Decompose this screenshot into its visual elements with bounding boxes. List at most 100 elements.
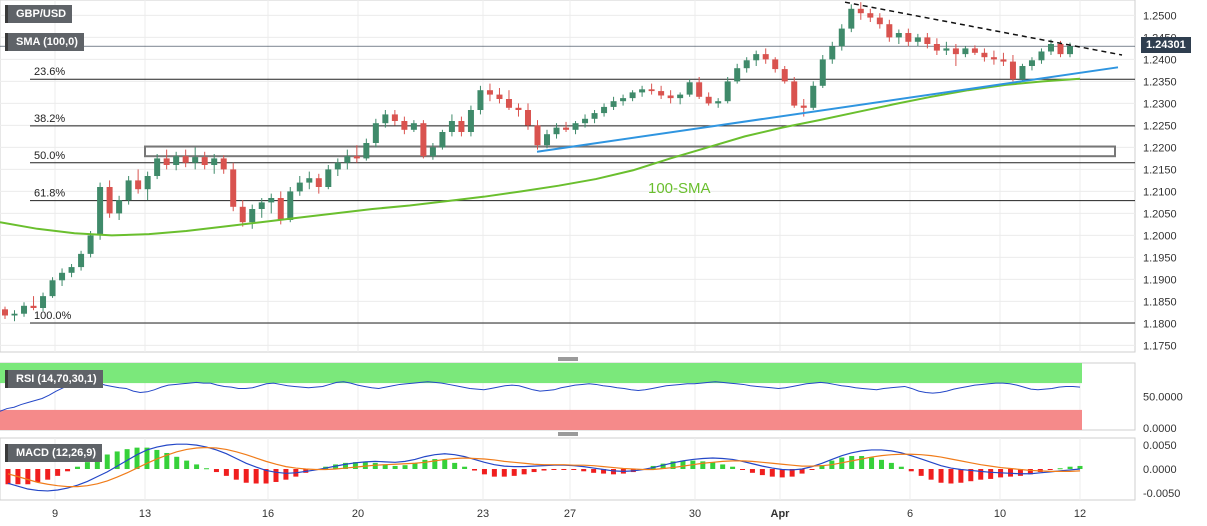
- candle-body: [1038, 51, 1045, 61]
- macd-histogram-bar: [789, 469, 795, 477]
- rsi-overbought-zone: [0, 363, 1082, 384]
- sma-annotation: 100-SMA: [648, 180, 711, 197]
- macd-histogram-bar: [392, 465, 398, 469]
- candle-body: [420, 123, 427, 157]
- macd-histogram-bar: [988, 469, 994, 479]
- candle-body: [1047, 44, 1054, 52]
- candle-body: [268, 198, 275, 203]
- candle-body: [886, 24, 893, 38]
- candle-body: [553, 127, 560, 135]
- candle-body: [696, 82, 703, 97]
- x-tick-label: 12: [1074, 508, 1086, 520]
- candle-body: [78, 253, 85, 268]
- candle-body: [21, 305, 28, 314]
- macd-histogram-bar: [610, 469, 616, 475]
- candle-body: [496, 94, 503, 99]
- candle-body: [515, 107, 522, 110]
- macd-histogram-bar: [819, 465, 825, 469]
- candle-body: [467, 110, 474, 132]
- macd-histogram-bar: [680, 460, 686, 469]
- macd-tick-label: 0.0000: [1143, 464, 1177, 476]
- y-tick-label: 1.2150: [1143, 164, 1177, 176]
- candle-body: [448, 121, 455, 132]
- macd-histogram-bar: [223, 469, 229, 476]
- candle-body: [686, 82, 693, 95]
- macd-histogram-bar: [481, 469, 487, 475]
- x-tick-label: 16: [262, 508, 274, 520]
- macd-histogram-bar: [1027, 469, 1033, 475]
- macd-histogram-bar: [710, 462, 716, 469]
- macd-histogram-bar: [511, 469, 517, 476]
- x-tick-label: 13: [139, 508, 151, 520]
- y-tick-label: 1.2500: [1143, 10, 1177, 22]
- macd-histogram-bar: [948, 469, 954, 484]
- sma-100-line: [0, 77, 1081, 237]
- rsi-badge[interactable]: RSI (14,70,30,1): [5, 370, 103, 388]
- x-tick-label: 23: [477, 508, 489, 520]
- candle-body: [87, 235, 94, 254]
- candle-body: [848, 8, 855, 29]
- candle-body: [876, 17, 883, 25]
- macd-histogram-bar: [968, 469, 974, 482]
- candle-body: [11, 313, 18, 316]
- candle-body: [125, 180, 132, 201]
- y-tick-label: 1.1750: [1143, 340, 1177, 352]
- macd-histogram-bar: [194, 464, 200, 469]
- candle-body: [658, 91, 665, 96]
- main-panel: [0, 0, 1136, 353]
- macd-histogram-bar: [472, 469, 478, 471]
- macd-histogram-bar: [531, 469, 537, 473]
- macd-histogram-bar: [25, 469, 31, 485]
- candle-body: [563, 127, 570, 130]
- candle-body: [287, 191, 294, 220]
- rsi-splitter-handle: [558, 357, 578, 361]
- macd-histogram-bar: [124, 449, 130, 469]
- macd-histogram-bar: [352, 462, 358, 469]
- symbol-badge[interactable]: GBP/USD: [5, 5, 73, 23]
- macd-histogram-bar: [174, 456, 180, 469]
- x-tick-label: 27: [564, 508, 576, 520]
- candle-body: [201, 157, 208, 165]
- macd-histogram-bar: [908, 469, 914, 472]
- candle-body: [610, 101, 617, 107]
- candle-body: [182, 156, 189, 163]
- macd-histogram-bar: [372, 462, 378, 469]
- macd-panel: [0, 437, 1136, 501]
- candle-body: [544, 134, 551, 146]
- macd-histogram-bar: [104, 454, 110, 469]
- candle-body: [144, 176, 151, 190]
- candle-body: [829, 46, 836, 60]
- candle-body: [753, 54, 760, 61]
- macd-histogram-bar: [1077, 465, 1083, 469]
- x-tick-label: 6: [907, 508, 913, 520]
- candle-body: [781, 69, 788, 82]
- candle-body: [857, 8, 864, 14]
- candle-body: [154, 158, 161, 176]
- candle-body: [952, 48, 959, 55]
- candle-body: [914, 37, 921, 42]
- candle-body: [30, 305, 37, 308]
- macd-histogram-bar: [442, 459, 448, 469]
- candle-body: [382, 114, 389, 124]
- macd-histogram-bar: [134, 447, 140, 469]
- rsi-line: [0, 381, 1081, 412]
- sma-badge[interactable]: SMA (100,0): [5, 33, 84, 51]
- candle-body: [534, 125, 541, 146]
- macd-histogram-bar: [749, 469, 755, 473]
- rsi-label: RSI (14,70,30,1): [16, 373, 97, 385]
- candle-body: [173, 156, 180, 165]
- candle-body: [724, 81, 731, 102]
- macd-histogram-bar: [213, 469, 219, 473]
- macd-histogram-bar: [869, 457, 875, 469]
- y-tick-label: 1.2200: [1143, 142, 1177, 154]
- sma-label: SMA (100,0): [16, 36, 78, 48]
- macd-histogram-bar: [720, 464, 726, 469]
- candle-body: [49, 280, 56, 297]
- macd-histogram-bar: [799, 469, 805, 474]
- macd-tick-label: 0.0050: [1143, 440, 1177, 452]
- candle-body: [353, 156, 360, 159]
- fib-label: 38.2%: [34, 113, 65, 125]
- macd-histogram-bar: [84, 462, 90, 469]
- macd-badge[interactable]: MACD (12,26,9): [5, 444, 103, 462]
